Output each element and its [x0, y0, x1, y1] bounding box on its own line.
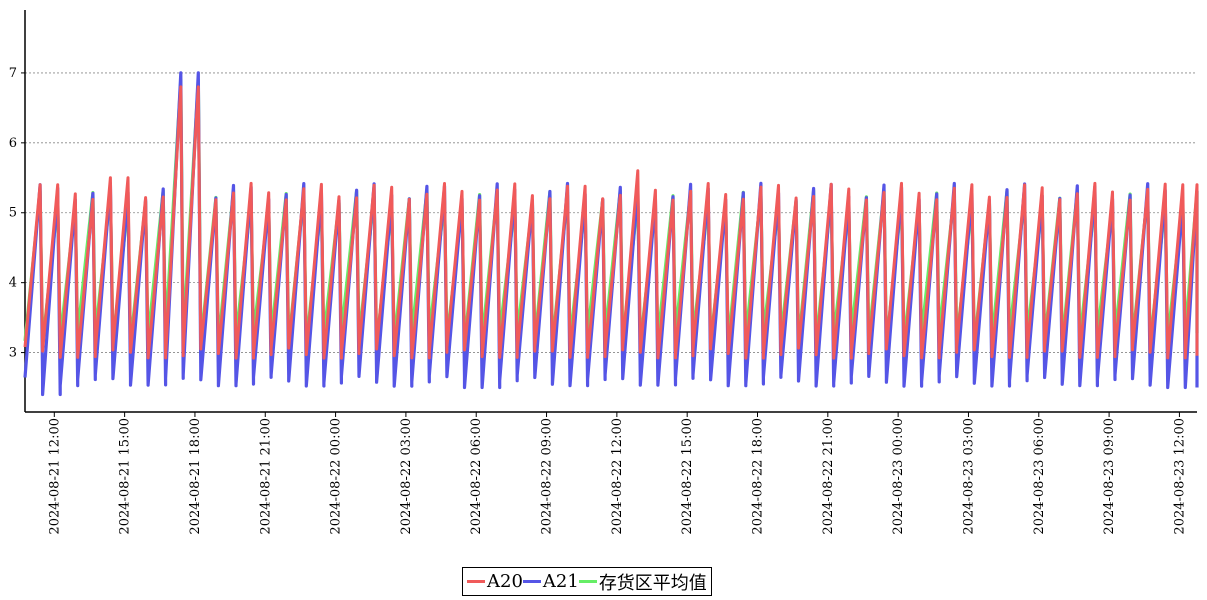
legend: A20 A21 存货区平均值: [462, 567, 712, 596]
series-lines: [23, 71, 1199, 397]
legend-swatch-a20: [467, 580, 485, 583]
y-tick-label: 5: [9, 206, 17, 221]
x-tick-label: 2024-08-22 09:00: [540, 418, 555, 535]
legend-item-a20: A20: [467, 571, 523, 592]
x-tick-label: 2024-08-23 03:00: [961, 418, 976, 535]
x-tick-label: 2024-08-21 18:00: [188, 418, 203, 535]
x-tick-label: 2024-08-22 18:00: [751, 418, 766, 535]
legend-label-a21: A21: [542, 571, 579, 592]
x-tick-label: 2024-08-23 00:00: [891, 418, 906, 535]
x-tick-label: 2024-08-22 00:00: [329, 418, 344, 535]
series-line-a20: [23, 85, 1199, 360]
legend-swatch-a21: [522, 580, 541, 583]
y-tick-label: 6: [9, 136, 17, 151]
x-tick-label: 2024-08-22 12:00: [610, 418, 625, 535]
x-tick-label: 2024-08-23 09:00: [1102, 418, 1117, 535]
y-tick-label: 4: [9, 276, 17, 291]
x-tick-label: 2024-08-22 06:00: [469, 418, 484, 535]
legend-label-a20: A20: [487, 571, 523, 592]
y-axis-ticks: 3 4 5 6 7: [9, 66, 25, 361]
x-axis-ticks: 2024-08-21 12:00 2024-08-21 15:00 2024-08-…: [47, 412, 1187, 535]
legend-label-average: 存货区平均值: [598, 572, 707, 594]
grid-lines: [25, 72, 1197, 353]
series-line-a21: [23, 71, 1199, 397]
legend-swatch-average: [578, 580, 597, 583]
y-tick-label: 3: [9, 346, 17, 361]
legend-item-a21: A21: [522, 571, 579, 592]
x-tick-label: 2024-08-23 06:00: [1032, 418, 1047, 535]
x-tick-label: 2024-08-22 21:00: [821, 418, 836, 535]
x-tick-label: 2024-08-23 12:00: [1172, 418, 1187, 535]
legend-item-average: 存货区平均值: [578, 569, 707, 595]
y-tick-label: 7: [9, 66, 17, 81]
x-tick-label: 2024-08-22 03:00: [399, 418, 414, 535]
x-tick-label: 2024-08-21 21:00: [258, 418, 273, 535]
x-tick-label: 2024-08-21 15:00: [118, 418, 133, 535]
x-tick-label: 2024-08-22 15:00: [680, 418, 695, 535]
x-tick-label: 2024-08-21 12:00: [47, 418, 62, 535]
